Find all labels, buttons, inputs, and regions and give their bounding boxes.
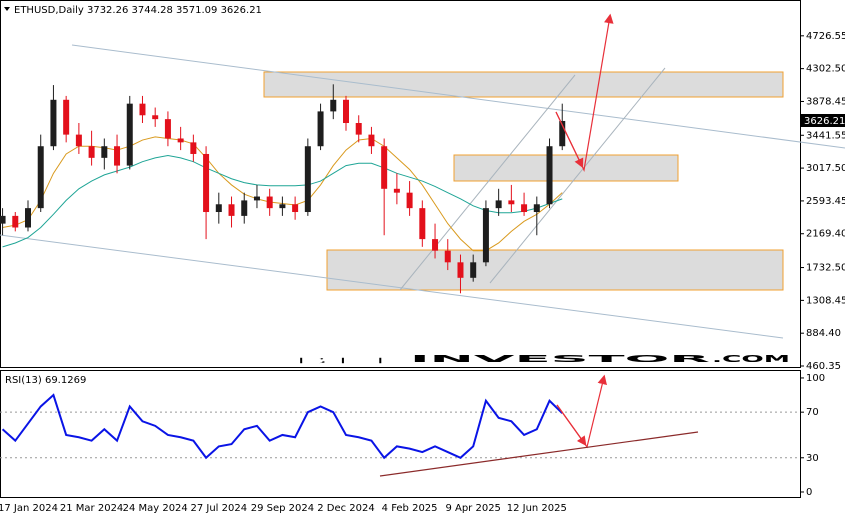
candle-body	[114, 146, 121, 166]
marks	[0, 84, 800, 460]
candle-body	[75, 134, 82, 147]
y-tick-label: 1308.45	[806, 295, 845, 306]
candle-body	[343, 99, 349, 124]
x-tick-label: 27 Jul 2024	[190, 503, 247, 514]
y-tick-label: 3878.45	[806, 96, 845, 107]
rising-channel-line	[489, 67, 666, 284]
candle-body	[559, 120, 566, 147]
candle-body	[355, 123, 362, 135]
rsi-line	[1, 393, 563, 460]
candle-body	[139, 103, 146, 116]
candle-body	[266, 196, 273, 209]
candle-body	[253, 196, 260, 201]
rising-channel-line	[399, 74, 576, 291]
menu-triangle	[4, 7, 10, 11]
current-price-tag	[801, 114, 845, 127]
chart-title: ETHUSD,Daily 3732.26 3744.28 3571.09 362…	[14, 5, 262, 16]
candle-body	[330, 99, 337, 112]
candle-body	[292, 204, 299, 213]
candle-body	[215, 204, 222, 213]
x-tick-label: 4 Feb 2025	[382, 503, 438, 514]
candle-body	[164, 119, 171, 139]
y-tick-label: 30	[806, 453, 819, 464]
rsi-title: RSI(13) 69.1269	[5, 375, 86, 386]
watermark-investor: INVESTOR	[410, 354, 712, 365]
candle-body	[37, 146, 44, 209]
channel-line	[71, 44, 845, 149]
candle-body	[470, 262, 477, 278]
y-tick-label: 4726.55	[806, 31, 845, 42]
candle-body	[152, 115, 159, 120]
candle-body	[279, 204, 286, 209]
candle-body	[203, 153, 210, 213]
resistance-zone	[263, 71, 784, 98]
demand-zone	[326, 249, 784, 291]
candle-body	[546, 146, 553, 205]
candle-body	[381, 146, 388, 189]
y-tick-label: 3441.55	[806, 130, 845, 141]
candle-body	[304, 146, 311, 213]
candle-body	[126, 103, 133, 166]
candle-body	[190, 142, 197, 154]
current-price-label: 3626.21	[804, 116, 845, 127]
candle-body	[177, 138, 184, 143]
watermark-com: .COM	[712, 354, 790, 365]
x-tick-label: 17 Jan 2024	[0, 503, 58, 514]
price-pane	[0, 0, 801, 368]
y-tick-label: 100	[806, 373, 825, 384]
candle-body	[241, 200, 248, 216]
rsi-forecast-arrow	[556, 404, 587, 446]
candle-body	[317, 111, 324, 147]
candle-body	[88, 146, 95, 158]
y-tick-label: 3017.50	[806, 163, 845, 174]
candle-body	[482, 208, 489, 263]
candle-body	[25, 208, 31, 228]
candle-body	[533, 204, 540, 213]
candle-body	[228, 204, 235, 216]
watermark-bel: BEL	[291, 356, 408, 367]
candle-body	[508, 200, 515, 205]
y-tick-label: 1732.50	[806, 263, 845, 274]
y-tick-label: 4302.50	[806, 64, 845, 75]
forecast-arrow	[555, 111, 584, 169]
y-tick-label: 2169.40	[806, 229, 845, 240]
x-tick-label: 12 Jun 2025	[507, 503, 567, 514]
candle-body	[0, 215, 6, 224]
channel-line	[0, 234, 784, 339]
x-tick-label: 21 Mar 2024	[60, 503, 123, 514]
rsi-trend-line	[379, 431, 699, 477]
candle-body	[393, 188, 400, 193]
x-tick-label: 24 May 2024	[123, 503, 188, 514]
x-tick-label: 9 Apr 2025	[445, 503, 500, 514]
candle-body	[63, 99, 70, 135]
y-tick-label: 0	[806, 487, 812, 498]
y-tick-label: 460.35	[806, 361, 841, 372]
candle-body	[406, 192, 413, 209]
x-tick-label: 29 Sep 2024	[251, 503, 314, 514]
y-tick-label: 70	[806, 407, 819, 418]
x-tick-label: 2 Dec 2024	[317, 503, 375, 514]
moving-average	[2, 155, 563, 248]
y-tick-label: 884.40	[806, 328, 841, 339]
candle-body	[444, 250, 451, 263]
candle-body	[12, 215, 19, 228]
candle-body	[101, 146, 108, 158]
candle-body	[457, 262, 464, 278]
candle-body	[432, 239, 439, 251]
candle-body	[50, 99, 57, 147]
y-tick-label: 2593.45	[806, 196, 845, 207]
candle-body	[495, 200, 502, 209]
rsi-pane	[0, 370, 801, 498]
support-zone	[453, 154, 679, 182]
candle-body	[521, 204, 528, 213]
candle-body	[419, 208, 426, 240]
candle-body	[368, 134, 375, 147]
